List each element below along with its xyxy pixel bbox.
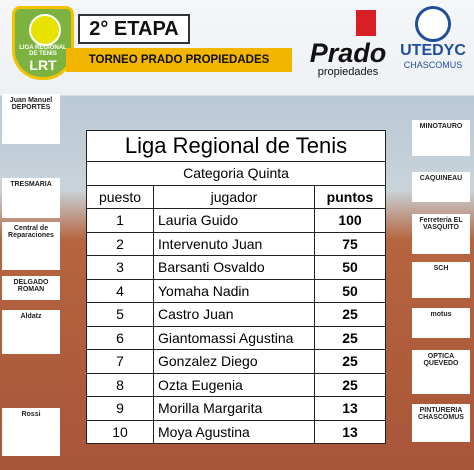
tournament: TORNEO PRADO PROPIEDADES <box>66 48 292 72</box>
table-cell: Intervenuto Juan <box>153 231 315 256</box>
table-cell: Moya Agustina <box>153 419 315 444</box>
sponsor-logo: Juan Manuel DEPORTES <box>2 94 60 144</box>
sponsor-logo: Ferreteria EL VASQUITO <box>412 214 470 254</box>
table-row: 2 Intervenuto Juan 75 <box>86 231 386 256</box>
table-cell: 100 <box>314 208 386 233</box>
table-title: Liga Regional de Tenis <box>86 130 386 162</box>
sponsor-logo: TRESMARIA <box>2 178 60 218</box>
table-row: 6 Giantomassi Agustina 25 <box>86 325 386 350</box>
table-row: 1 Lauria Guido 100 <box>86 208 386 233</box>
table-cell: Castro Juan <box>153 302 315 327</box>
table-cell: 13 <box>314 419 386 444</box>
table-cell: 1 <box>86 208 154 233</box>
table-cell: 6 <box>86 325 154 350</box>
sponsor-logo: MINOTAURO <box>412 120 470 156</box>
table-cell: 2 <box>86 231 154 256</box>
table-cell: 8 <box>86 372 154 397</box>
table-row: 10 Moya Agustina 13 <box>86 419 386 444</box>
column-header: jugador <box>153 184 315 209</box>
table-cell: Barsanti Osvaldo <box>153 255 315 280</box>
sponsor-logo: PINTURERIA CHASCOMUS <box>412 404 470 442</box>
table-cell: 4 <box>86 278 154 303</box>
logo-text: LIGA REGIONAL DE TENIS <box>19 45 67 57</box>
org-sub: CHASCOMUS <box>403 60 463 70</box>
logo-initials: LRT <box>29 57 57 73</box>
org-name: UTEDYC <box>400 42 466 59</box>
table-cell: Ozta Eugenia <box>153 372 315 397</box>
table-cell: 25 <box>314 372 386 397</box>
table-cell: 7 <box>86 349 154 374</box>
stage: 2° ETAPA <box>78 14 190 44</box>
table-row: 8 Ozta Eugenia 25 <box>86 372 386 397</box>
prado-sub: propiedades <box>317 66 379 78</box>
sponsor-logo: DELGADO ROMAN <box>2 276 60 300</box>
table-row: 5 Castro Juan 25 <box>86 302 386 327</box>
table-cell: 25 <box>314 302 386 327</box>
prado-name: Prado <box>309 38 387 68</box>
table-cell: Yomaha Nadin <box>153 278 315 303</box>
column-header: puesto <box>86 184 154 209</box>
table-cell: Lauria Guido <box>153 208 315 233</box>
table-cell: 25 <box>314 349 386 374</box>
table-cell: Morilla Margarita <box>153 396 315 421</box>
sponsor-logo: Rossi <box>2 408 60 456</box>
table-cell: 3 <box>86 255 154 280</box>
utedyc-logo: UTEDYC CHASCOMUS <box>394 6 472 70</box>
table-row: 9 Morilla Margarita 13 <box>86 396 386 421</box>
sponsor-logo: Aldatz <box>2 310 60 354</box>
league-logo: LIGA REGIONAL DE TENIS LRT <box>12 6 74 80</box>
table-cell: 10 <box>86 419 154 444</box>
sponsor-logo: OPTICA QUEVEDO <box>412 350 470 394</box>
table-cell: Gonzalez Diego <box>153 349 315 374</box>
table-cell: 25 <box>314 325 386 350</box>
sponsor-logo: Central de Reparaciones <box>2 222 60 270</box>
table-cell: 9 <box>86 396 154 421</box>
sponsor-logo: CAQUINEAU <box>412 172 470 202</box>
table-subtitle: Categoria Quinta <box>86 161 386 186</box>
table-cell: 50 <box>314 255 386 280</box>
table-row: 3 Barsanti Osvaldo 50 <box>86 255 386 280</box>
table-cell: 75 <box>314 231 386 256</box>
ranking-table: Liga Regional de Tenis Categoria Quinta … <box>86 130 386 444</box>
table-cell: 5 <box>86 302 154 327</box>
table-cell: 13 <box>314 396 386 421</box>
sponsor-logo: motus <box>412 308 470 338</box>
table-cell: 50 <box>314 278 386 303</box>
prado-logo: Prado propiedades <box>304 8 392 78</box>
table-cell: Giantomassi Agustina <box>153 325 315 350</box>
column-header: puntos <box>314 184 386 209</box>
table-row: 4 Yomaha Nadin 50 <box>86 278 386 303</box>
table-row: 7 Gonzalez Diego 25 <box>86 349 386 374</box>
sponsor-logo: SCH <box>412 262 470 298</box>
